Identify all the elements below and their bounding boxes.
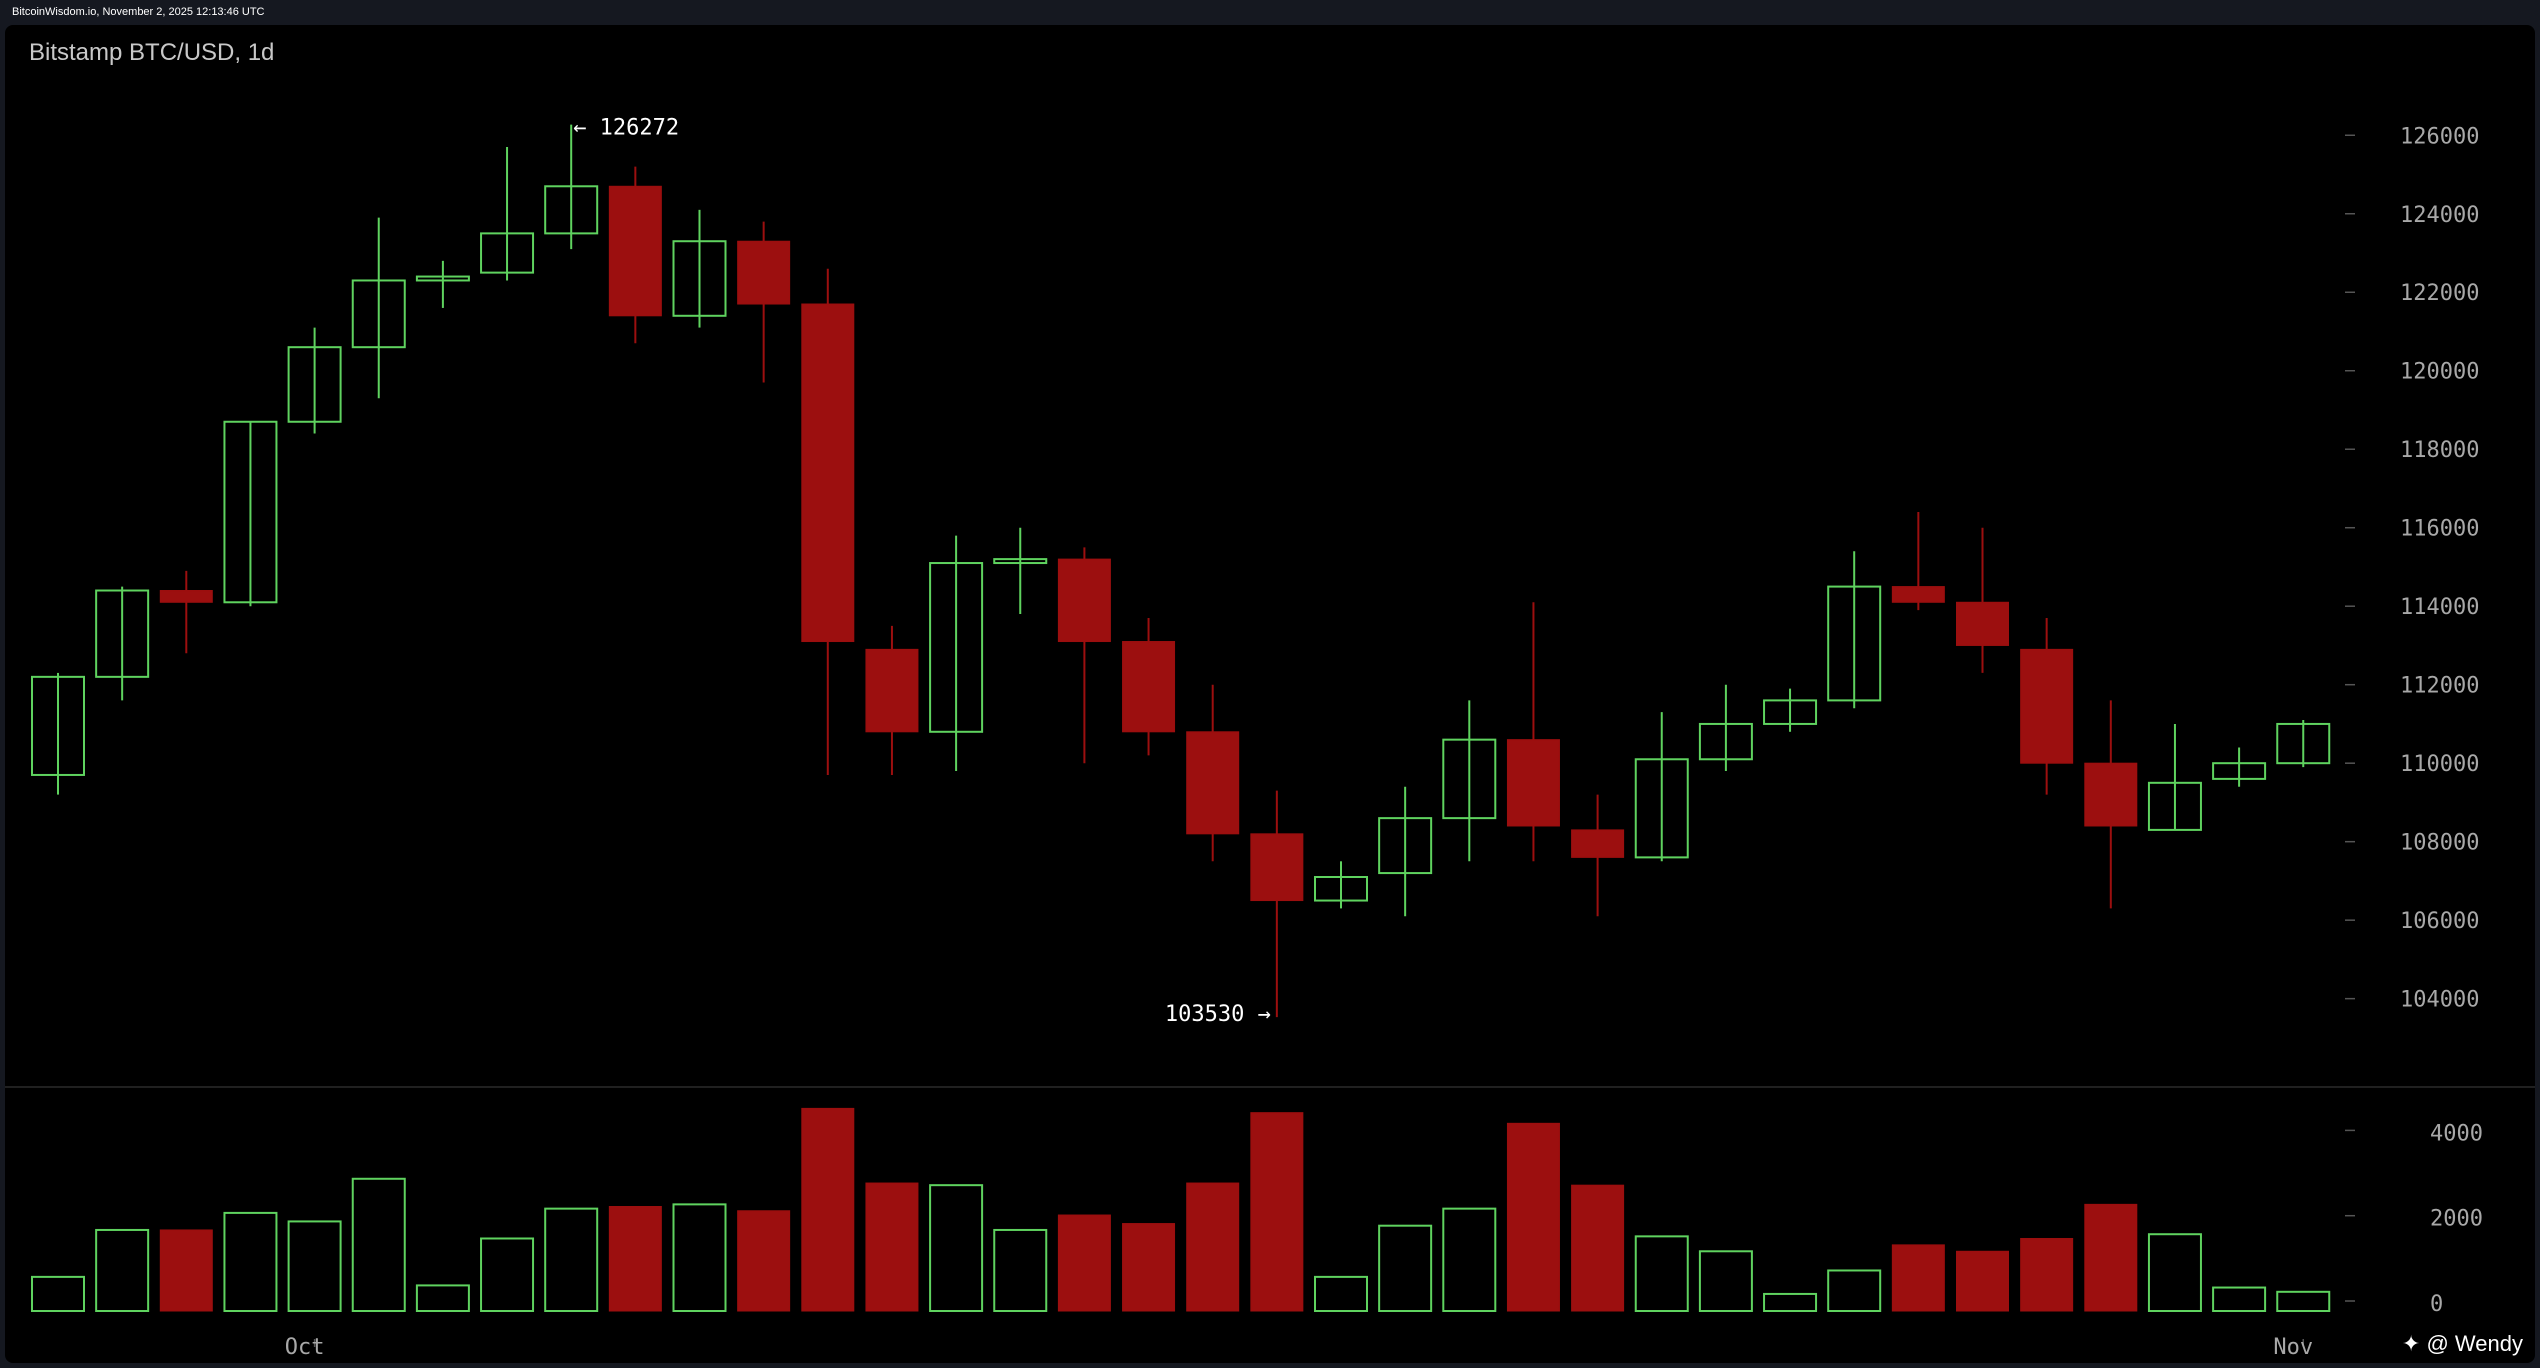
chart-title: Bitstamp BTC/USD, 1d	[29, 39, 275, 66]
volume-bar-up	[1378, 1224, 1433, 1312]
volume-bar-down	[1571, 1184, 1625, 1312]
candle-body-up	[351, 279, 406, 349]
volume-bar-down	[1956, 1250, 2009, 1312]
candle-body-down	[2020, 648, 2074, 764]
volume-bar-down	[865, 1182, 919, 1312]
candle-body-down	[2084, 762, 2138, 827]
candle-body-down	[1186, 731, 1240, 835]
volume-tick-label: 4000	[2430, 1121, 2483, 1146]
volume-bar-down	[1186, 1182, 1240, 1312]
volume-bar-down	[1250, 1112, 1304, 1312]
volume-bar-up	[929, 1184, 984, 1312]
price-tick-label: 110000	[2400, 752, 2479, 777]
candle-body-up	[993, 558, 1048, 565]
candle-body-down	[865, 648, 919, 733]
candle-body-down	[1956, 601, 2009, 646]
candle-body-up	[544, 185, 599, 235]
candle-body-down	[608, 185, 662, 317]
candle-body-up	[1634, 758, 1689, 859]
candle-body-down	[1506, 739, 1560, 827]
volume-tick-label: 0	[2430, 1292, 2443, 1317]
volume-bar-up	[2276, 1290, 2331, 1313]
volume-bar-up	[223, 1211, 278, 1312]
price-tick-label: 120000	[2400, 360, 2479, 385]
candle-body-up	[1763, 699, 1818, 725]
price-annotation: 103530 →	[1165, 1002, 1271, 1027]
volume-bar-up	[2147, 1233, 2202, 1312]
volume-bar-up	[1763, 1292, 1818, 1312]
candle-body-up	[223, 420, 278, 604]
price-tick-label: 116000	[2400, 517, 2479, 542]
time-tick-label: Oct	[285, 1335, 325, 1360]
volume-bar-up	[1827, 1269, 1882, 1313]
candle-body-down	[1250, 833, 1304, 902]
volume-bar-up	[351, 1177, 406, 1312]
candle-body-up	[287, 346, 342, 423]
candle-body-up	[31, 675, 85, 776]
chart-panel[interactable]: Bitstamp BTC/USD, 1d 104000 106000 108000 1…	[5, 25, 2535, 1363]
volume-bar-up	[993, 1228, 1048, 1313]
candle-body-up	[1314, 876, 1368, 902]
price-annotation: ← 126272	[573, 116, 679, 141]
candle-body-up	[2147, 781, 2202, 831]
volume-bar-down	[159, 1229, 213, 1312]
time-tick-label: Nov	[2273, 1335, 2313, 1360]
candle-body-up	[1378, 817, 1433, 875]
candle-body-down	[737, 240, 791, 305]
volume-tick-label: 2000	[2430, 1207, 2483, 1232]
price-tick-label: 104000	[2400, 988, 2479, 1013]
candle-body-down	[1891, 586, 1945, 603]
candle-body-up	[95, 589, 150, 678]
candlestick-chart[interactable]: 104000 106000 108000 110000 112000 114000 1160…	[5, 25, 2535, 1363]
volume-bar-down	[2084, 1203, 2138, 1312]
volume-bar-up	[544, 1207, 599, 1313]
candle-body-up	[672, 240, 727, 317]
price-tick-label: 124000	[2400, 203, 2479, 228]
volume-bar-up	[672, 1203, 727, 1312]
top-bar: BitcoinWisdom.io, November 2, 2025 12:13…	[0, 0, 2540, 25]
watermark: ✦ @ Wendy	[2401, 1331, 2523, 1356]
volume-bar-down	[737, 1210, 791, 1312]
volume-bar-up	[95, 1228, 150, 1313]
volume-bar-down	[608, 1206, 662, 1312]
candle-body-up	[1442, 738, 1497, 820]
volume-bar-up	[2212, 1286, 2267, 1312]
candle-body-up	[1698, 722, 1753, 761]
price-tick-label: 112000	[2400, 674, 2479, 699]
volume-bar-up	[1698, 1250, 1753, 1313]
price-tick-label: 106000	[2400, 909, 2479, 934]
candle-body-down	[1571, 829, 1625, 858]
price-tick-label: 118000	[2400, 438, 2479, 463]
volume-bar-up	[1442, 1207, 1497, 1313]
price-tick-label: 114000	[2400, 595, 2479, 620]
price-tick-label: 108000	[2400, 831, 2479, 856]
candle-body-down	[1122, 641, 1176, 733]
volume-bar-down	[1506, 1122, 1560, 1312]
volume-bar-down	[1057, 1214, 1111, 1312]
volume-bar-up	[287, 1220, 342, 1313]
volume-bar-up	[415, 1284, 470, 1313]
volume-bar-up	[31, 1275, 85, 1313]
volume-bar-up	[1314, 1275, 1368, 1313]
volume-bar-down	[1891, 1244, 1945, 1312]
volume-bar-up	[1634, 1235, 1689, 1313]
candle-body-down	[1057, 558, 1111, 643]
price-tick-label: 122000	[2400, 281, 2479, 306]
candle-body-up	[415, 275, 470, 282]
source-timestamp: BitcoinWisdom.io, November 2, 2025 12:13…	[12, 6, 265, 18]
candle-body-down	[159, 590, 213, 603]
candle-body-up	[2212, 762, 2267, 780]
candle-body-up	[929, 562, 984, 733]
volume-bar-down	[801, 1107, 855, 1312]
price-tick-label: 126000	[2400, 124, 2479, 149]
volume-bar-down	[2020, 1237, 2074, 1312]
candle-body-up	[480, 232, 535, 274]
volume-bar-up	[480, 1237, 535, 1312]
volume-bar-down	[1122, 1223, 1176, 1312]
candle-body-down	[801, 303, 855, 643]
candle-body-up	[1827, 585, 1882, 702]
candle-body-up	[2276, 722, 2331, 765]
